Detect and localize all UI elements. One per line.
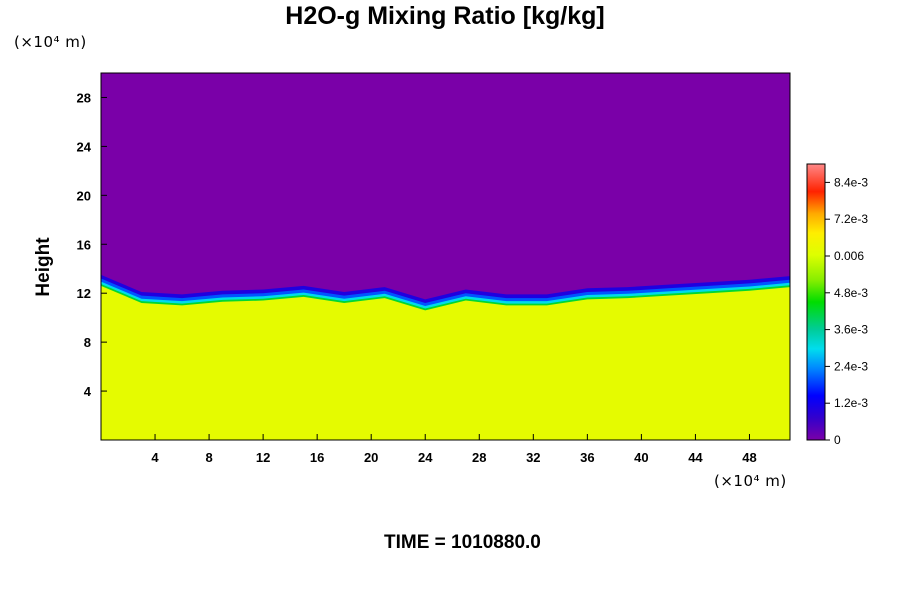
x-tick-label: 48 bbox=[742, 450, 756, 465]
x-tick-label: 44 bbox=[688, 450, 703, 465]
y-tick-label: 12 bbox=[77, 286, 91, 301]
moisture-band-4 bbox=[101, 285, 790, 440]
field-layer bbox=[101, 73, 790, 440]
colorbar-tick-label: 1.2e-3 bbox=[834, 396, 868, 410]
colorbar-tick-label: 3.6e-3 bbox=[834, 323, 868, 337]
time-label: TIME = 1010880.0 bbox=[384, 532, 541, 553]
colorbar-tick-label: 4.8e-3 bbox=[834, 286, 868, 300]
x-tick-label: 24 bbox=[418, 450, 433, 465]
x-tick-label: 40 bbox=[634, 450, 648, 465]
colorbar-tick-label: 8.4e-3 bbox=[834, 175, 868, 189]
x-tick-label: 8 bbox=[205, 450, 212, 465]
y-tick-label: 16 bbox=[77, 237, 91, 252]
plot-frame bbox=[100, 72, 791, 441]
x-tick-label: 16 bbox=[310, 450, 324, 465]
y-tick-label: 4 bbox=[84, 384, 92, 399]
colorbar-tick-label: 7.2e-3 bbox=[834, 212, 868, 226]
colorbar-gradient bbox=[806, 163, 826, 441]
y-tick-labels: 4 8 12 16 20 24 28 bbox=[77, 90, 107, 399]
colorbar-tick-label: 0.006 bbox=[834, 249, 864, 263]
y-axis-unit: (×10⁴ m) bbox=[14, 33, 87, 51]
x-tick-label: 12 bbox=[256, 450, 270, 465]
x-tick-label: 20 bbox=[364, 450, 378, 465]
x-tick-labels: 4 8 12 16 20 24 28 32 36 40 44 48 bbox=[151, 434, 757, 465]
colorbar: 0 1.2e-3 2.4e-3 3.6e-3 4.8e-3 0.006 7.2e-3 8.4e… bbox=[806, 163, 868, 447]
colorbar-tick-label: 0 bbox=[834, 433, 841, 447]
x-tick-label: 28 bbox=[472, 450, 486, 465]
colorbar-tick-label: 2.4e-3 bbox=[834, 359, 868, 373]
y-tick-label: 28 bbox=[77, 90, 91, 105]
y-tick-label: 20 bbox=[77, 188, 91, 203]
x-axis-unit: (×10⁴ m) bbox=[714, 472, 787, 490]
x-tick-label: 32 bbox=[526, 450, 540, 465]
x-tick-label: 4 bbox=[151, 450, 159, 465]
chart-title: H2O-g Mixing Ratio [kg/kg] bbox=[285, 2, 605, 30]
x-tick-label: 36 bbox=[580, 450, 594, 465]
y-tick-label: 8 bbox=[84, 335, 91, 350]
y-tick-label: 24 bbox=[77, 139, 92, 154]
